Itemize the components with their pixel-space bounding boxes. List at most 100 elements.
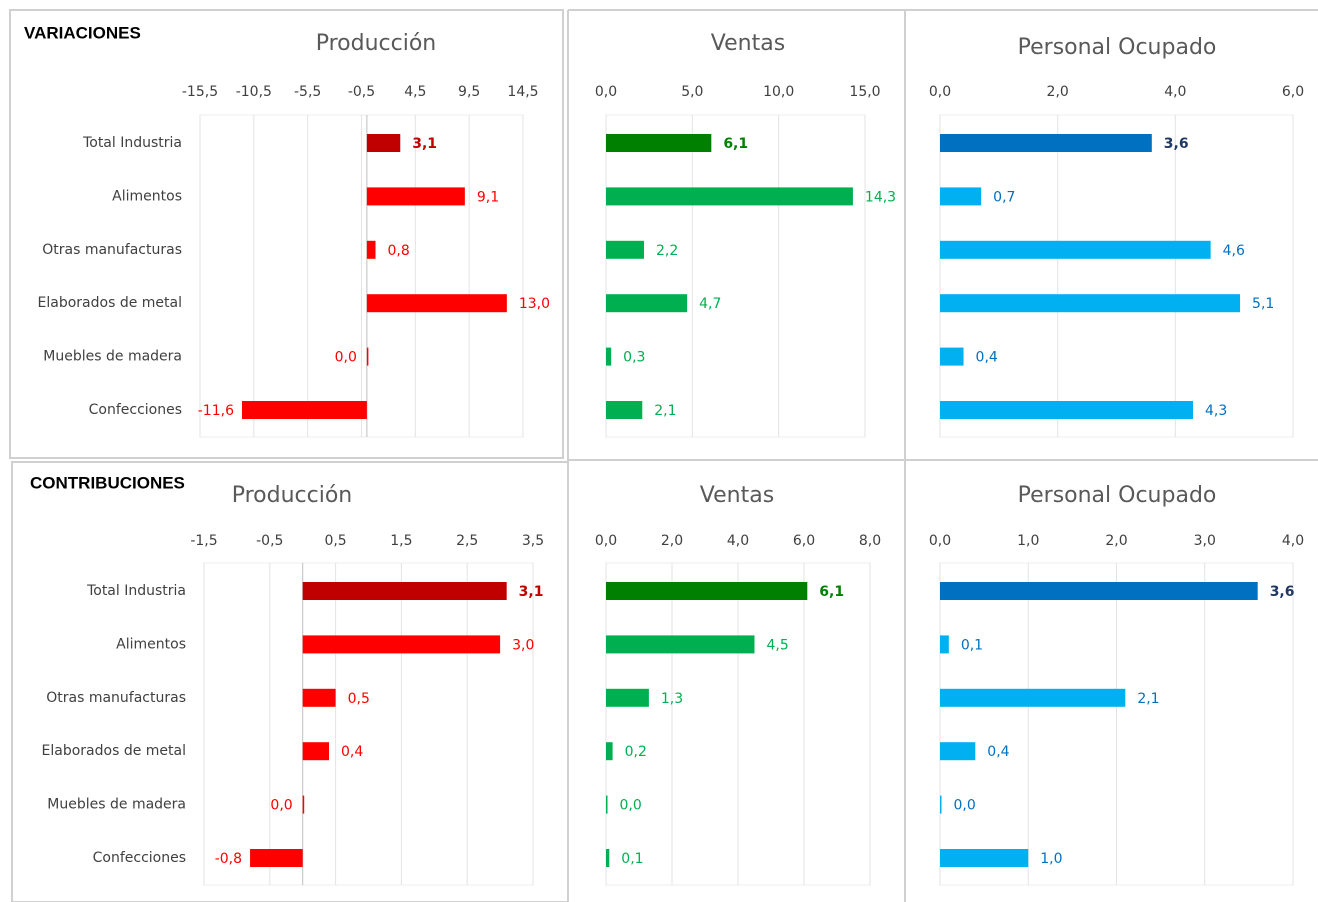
value-label: 0,2 — [625, 744, 647, 760]
category-label: Muebles de madera — [47, 797, 186, 813]
panel-border — [11, 461, 569, 902]
x-tick-label: 4,0 — [727, 533, 749, 549]
chart-title: Producción — [232, 483, 353, 508]
bar — [940, 134, 1152, 152]
bar — [606, 401, 643, 419]
bar — [940, 849, 1029, 867]
value-label: 0,4 — [976, 350, 998, 366]
bar — [940, 742, 976, 761]
value-label: 0,1 — [621, 851, 643, 867]
bar — [606, 849, 610, 867]
value-label: 6,1 — [723, 136, 748, 152]
plot-area — [203, 562, 534, 886]
value-label: 3,0 — [512, 637, 534, 653]
value-label: 0,1 — [961, 637, 983, 653]
value-label: 2,1 — [654, 403, 676, 419]
value-label: 1,3 — [661, 691, 683, 707]
x-tick-label: 0,0 — [595, 84, 617, 100]
x-tick-label: 14,5 — [507, 84, 538, 100]
x-tick-label: 4,0 — [1164, 84, 1186, 100]
x-tick-label: 15,0 — [849, 84, 880, 100]
value-label: 4,3 — [1205, 403, 1227, 419]
x-tick-label: 0,0 — [595, 533, 617, 549]
chart-title: Producción — [316, 31, 437, 56]
value-label: 3,1 — [519, 584, 544, 600]
value-label: 0,0 — [620, 798, 642, 814]
bar — [302, 742, 330, 761]
x-tick-label: 0,0 — [929, 84, 951, 100]
section-label: VARIACIONES — [24, 23, 141, 42]
bar — [606, 795, 608, 814]
value-label: 3,1 — [412, 136, 437, 152]
x-tick-label: -0,5 — [256, 533, 283, 549]
plot-area — [605, 114, 866, 438]
value-label: -0,8 — [215, 851, 242, 867]
chart-title: Ventas — [700, 483, 774, 508]
bar — [302, 582, 507, 600]
x-tick-label: 3,0 — [1194, 533, 1216, 549]
x-tick-label: 6,0 — [1282, 84, 1304, 100]
bar — [606, 347, 612, 366]
bar — [606, 582, 808, 600]
bar — [940, 582, 1258, 600]
value-label: 2,1 — [1137, 691, 1159, 707]
value-label: 1,0 — [1040, 851, 1062, 867]
value-label: 3,6 — [1270, 584, 1295, 600]
bar — [606, 742, 613, 761]
bar — [366, 240, 376, 259]
value-label: 4,7 — [699, 296, 721, 312]
value-label: 5,1 — [1252, 296, 1274, 312]
bar — [302, 635, 501, 654]
category-label: Total Industria — [86, 583, 186, 599]
bar — [366, 134, 401, 152]
x-tick-label: 5,0 — [681, 84, 703, 100]
x-tick-label: 4,0 — [1282, 533, 1304, 549]
bar — [606, 134, 712, 152]
bar — [606, 294, 688, 313]
bar — [940, 401, 1193, 419]
section-label: CONTRIBUCIONES — [30, 473, 185, 492]
x-tick-label: 8,0 — [859, 533, 881, 549]
x-tick-label: -5,5 — [294, 84, 321, 100]
x-tick-label: 1,0 — [1017, 533, 1039, 549]
category-label: Alimentos — [116, 636, 186, 652]
value-label: 13,0 — [519, 296, 550, 312]
x-tick-label: 10,0 — [763, 84, 794, 100]
category-label: Alimentos — [112, 188, 182, 204]
value-label: 3,6 — [1164, 136, 1189, 152]
x-tick-label: 3,5 — [522, 533, 544, 549]
category-label: Otras manufacturas — [42, 242, 182, 258]
x-tick-label: 2,5 — [456, 533, 478, 549]
bar — [366, 294, 507, 313]
x-tick-label: -10,5 — [236, 84, 272, 100]
bar — [241, 401, 367, 419]
value-label: 0,0 — [270, 798, 292, 814]
x-tick-label: 2,0 — [661, 533, 683, 549]
bar — [366, 187, 465, 206]
value-label: 0,4 — [341, 744, 363, 760]
x-tick-label: -0,5 — [348, 84, 375, 100]
bar — [940, 187, 982, 206]
value-label: 4,5 — [767, 637, 789, 653]
x-tick-label: 6,0 — [793, 533, 815, 549]
category-label: Muebles de madera — [43, 349, 182, 365]
x-tick-label: 9,5 — [458, 84, 480, 100]
bar — [366, 347, 369, 366]
bar — [250, 849, 303, 867]
value-label: 0,8 — [387, 243, 409, 259]
bar — [940, 294, 1241, 313]
value-label: 9,1 — [477, 189, 499, 205]
bar — [606, 635, 755, 654]
x-tick-label: 2,0 — [1105, 533, 1127, 549]
bar — [940, 240, 1211, 259]
category-label: Total Industria — [82, 135, 182, 151]
bar — [606, 187, 853, 206]
x-tick-label: 4,5 — [404, 84, 426, 100]
x-tick-label: 0,0 — [929, 533, 951, 549]
value-label: 0,3 — [623, 350, 645, 366]
x-tick-label: -15,5 — [182, 84, 218, 100]
x-tick-label: -1,5 — [190, 533, 217, 549]
x-tick-label: 1,5 — [390, 533, 412, 549]
bar — [940, 347, 964, 366]
